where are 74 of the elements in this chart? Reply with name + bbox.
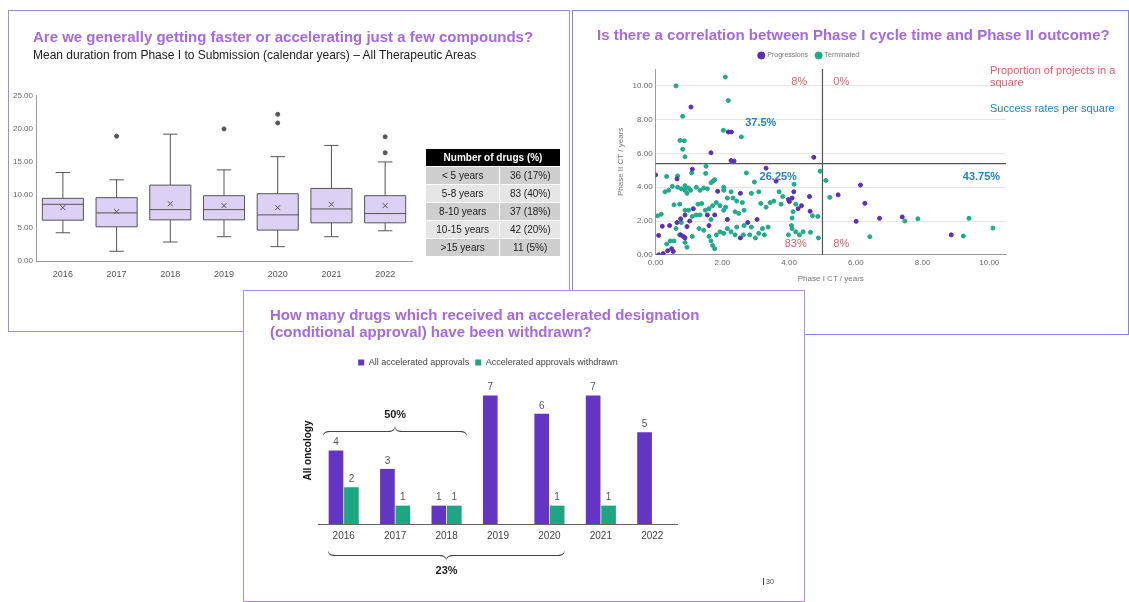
x-tick-label: 2022: [375, 269, 396, 280]
x-tick-label: 0.00: [647, 257, 664, 267]
text: 23%: [434, 564, 459, 576]
y-axis-title: All oncology: [301, 420, 313, 481]
chart-subtitle: Mean duration from Phase I to Submission (calendar years) – All Therapeutic Areas: [33, 48, 477, 62]
data-label: 1: [605, 491, 612, 503]
y-tick-label: 25.00: [12, 91, 34, 100]
data-label: 1: [554, 491, 561, 503]
x-tick-label: 2018: [160, 269, 181, 280]
text: 8-10 years: [425, 202, 500, 221]
x-tick-label: 2017: [106, 269, 127, 280]
x-tick-label: 2022: [641, 529, 664, 541]
y-tick-label: 10.00: [632, 81, 654, 91]
annotation: 0%: [833, 75, 850, 88]
text: 37 (18%): [499, 202, 561, 221]
x-tick-label: 2016: [332, 529, 356, 541]
annotation: 26.25%: [759, 169, 798, 182]
data-label: 5: [641, 417, 648, 429]
data-label: 7: [487, 381, 494, 393]
legend-label: All accelerated approvals: [368, 356, 470, 367]
annotation: 8%: [833, 236, 850, 249]
text: Number of drugs (%): [425, 148, 561, 167]
annotation: Proportion of projects in a square: [990, 64, 1117, 88]
data-label: 7: [590, 381, 597, 393]
data-label: 6: [538, 399, 545, 411]
x-tick-label: 8.00: [914, 257, 931, 267]
text: < 5 years: [425, 166, 500, 185]
x-tick-label: 2020: [267, 269, 288, 280]
x-tick-label: 2.00: [714, 257, 731, 267]
annotation: 50%: [383, 407, 408, 420]
x-tick-label: 2021: [321, 269, 342, 280]
annotation: 83%: [784, 236, 807, 249]
x-tick-label: 2021: [589, 529, 613, 541]
annotation: Success rates per square: [990, 102, 1116, 114]
text: 10-15 years: [425, 220, 500, 239]
x-axis-title: Phase I CT / years: [797, 274, 864, 284]
y-tick-label: 8.00: [637, 114, 654, 124]
text: 83 (40%): [499, 184, 561, 203]
data-label: 1: [436, 491, 443, 503]
data-label: 2: [348, 473, 355, 484]
x-tick-label: 2018: [435, 529, 459, 541]
chart-title: How many drugs which received an accelerated designation (conditional approval) have been withdrawn?: [270, 306, 701, 340]
data-label: 1: [451, 491, 458, 503]
x-tick-label: 10.00: [979, 257, 1000, 267]
text: 5-8 years: [425, 184, 500, 203]
y-tick-label: 0.00: [637, 250, 654, 259]
y-tick-label: 10.00: [12, 190, 34, 200]
chart-title: Are we generally getting faster or accelerating just a few compounds?: [33, 28, 534, 45]
x-tick-label: 2016: [52, 269, 73, 280]
data-label: 1: [400, 491, 407, 503]
text: >15 years: [425, 238, 500, 257]
chart-title: Is there a correlation between Phase I cycle time and Phase II outcome?: [597, 26, 1110, 43]
y-axis-title: Phase II CT / years: [616, 127, 625, 197]
x-tick-label: 2017: [384, 529, 407, 541]
data-label: 4: [333, 436, 340, 448]
y-tick-label: 6.00: [637, 148, 654, 158]
legend-label: Accelerated approvals withdrawn: [485, 356, 618, 367]
y-tick-label: 15.00: [12, 157, 34, 167]
data-label: 3: [384, 454, 391, 466]
x-tick-label: 2020: [538, 529, 561, 541]
x-tick-label: 6.00: [848, 257, 865, 267]
annotation: 43.75%: [962, 169, 1001, 182]
x-tick-label: 2019: [213, 269, 235, 280]
x-tick-label: 2019: [486, 529, 510, 541]
text: 11 (5%): [499, 238, 561, 257]
y-tick-label: 4.00: [637, 182, 654, 192]
y-tick-label: 2.00: [637, 216, 654, 226]
annotation: 37.5%: [745, 115, 777, 128]
text: 42 (20%): [499, 220, 561, 239]
y-tick-label: 20.00: [12, 124, 34, 134]
x-tick-label: 4.00: [781, 257, 798, 267]
annotation: 8%: [791, 75, 808, 88]
y-tick-label: 5.00: [17, 223, 34, 233]
text: 36 (17%): [499, 166, 561, 185]
